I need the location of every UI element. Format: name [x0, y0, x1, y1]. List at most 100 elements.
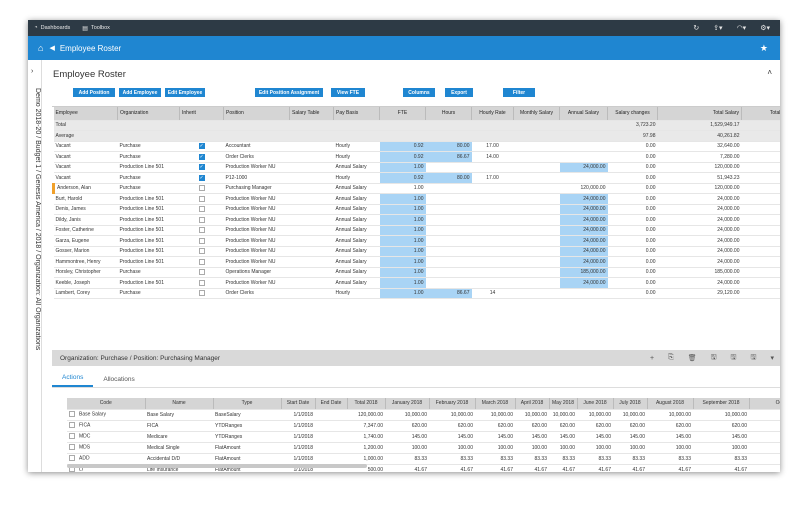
cell-org[interactable]: Purchase [117, 288, 180, 299]
cell-org[interactable]: Production Line 501 [117, 214, 180, 226]
cell-total[interactable]: 24,000.00 [657, 193, 742, 205]
cell-org[interactable]: Production Line 501 [117, 235, 180, 247]
cell-rate[interactable]: 17.00 [471, 141, 514, 152]
cell-employee[interactable]: Dildy, Janis [53, 214, 118, 226]
column-header[interactable]: Monthly Salary [513, 107, 560, 121]
cell-position[interactable]: Operations Manager [223, 267, 290, 278]
cell-month[interactable]: 10,000.00 [549, 409, 577, 421]
cell-pay[interactable]: Annual Salary [333, 183, 380, 194]
inherit-checkbox[interactable] [179, 204, 224, 215]
cell-hours[interactable] [425, 193, 472, 205]
cell-position[interactable]: Purchasing Manager [223, 183, 290, 194]
grid-cell[interactable] [741, 172, 780, 184]
table-row[interactable]: Burt, Harold Production Line 501 Productio… [53, 193, 780, 205]
cell-pay[interactable]: Annual Salary [333, 267, 380, 278]
speed-icon[interactable]: ◠▾ [736, 25, 747, 32]
inherit-checkbox[interactable] [179, 235, 224, 247]
cell-org[interactable]: Production Line 501 [117, 277, 180, 289]
horizontal-scrollbar[interactable] [67, 464, 367, 468]
table-row[interactable]: Dildy, Janis Production Line 501 Productio… [53, 214, 780, 226]
share-icon[interactable]: ⇪▾ [713, 25, 723, 32]
cell-month[interactable]: 83.33 [693, 453, 749, 465]
checkbox-icon[interactable] [198, 206, 205, 213]
grid-cell[interactable] [289, 162, 334, 173]
column-header[interactable]: Position [223, 107, 290, 121]
inherit-checkbox[interactable] [179, 288, 224, 299]
cell-changes[interactable]: 0.00 [607, 172, 658, 184]
cell-total[interactable]: 120,000.00 [657, 183, 742, 194]
cell-annual[interactable] [559, 288, 608, 299]
cell-monthly[interactable] [513, 183, 560, 194]
cell-annual[interactable]: 24,000.00 [559, 225, 608, 236]
cell-changes[interactable]: 0.00 [607, 225, 658, 236]
grid-cell[interactable] [289, 267, 334, 278]
cell-hours[interactable]: 80.00 [425, 141, 472, 152]
cell-position[interactable]: Production Worker NU [223, 225, 290, 236]
cell-employee[interactable]: Horsley, Christopher [53, 267, 118, 278]
cell-end[interactable] [315, 431, 347, 443]
cell-org[interactable]: Production Line 501 [117, 204, 180, 215]
table-row[interactable]: Anderson, Alan Purchase Purchasing Manager… [52, 183, 780, 194]
cell-start[interactable]: 1/1/2018 [281, 442, 315, 454]
table-row[interactable]: Vacant Purchase ✓ Accountant Hourly 0.92 80.00… [53, 141, 780, 152]
cell-rate[interactable] [471, 225, 514, 236]
add-employee-button[interactable]: Add Employee [119, 88, 161, 97]
cell-month[interactable]: 41.67 [549, 464, 577, 472]
cell-fte[interactable]: 1.00 [379, 214, 426, 226]
cell-month[interactable]: 10 [749, 442, 780, 454]
cell-monthly[interactable] [513, 141, 560, 152]
checkbox-checked-icon[interactable]: ✓ [198, 153, 205, 160]
cell-fte[interactable]: 1.00 [379, 225, 426, 236]
cell-end[interactable] [315, 464, 347, 472]
cell-employee[interactable]: Gosser, Marion [53, 246, 118, 257]
cell-month[interactable]: 41.67 [429, 464, 475, 472]
cell-changes[interactable]: 0.00 [607, 141, 658, 152]
cell-month[interactable]: 145.00 [385, 431, 429, 443]
column-header[interactable]: Name [145, 398, 214, 410]
cell-rate[interactable] [471, 183, 514, 194]
cell-hours[interactable] [425, 214, 472, 226]
cell-changes[interactable]: 0.00 [607, 267, 658, 278]
cell-total[interactable]: 24,000.00 [657, 225, 742, 236]
column-header[interactable]: Inherit [179, 107, 224, 121]
column-header[interactable]: Total S [741, 107, 780, 121]
cell-month[interactable]: 10,000.00 [577, 409, 613, 421]
cell-rate[interactable] [471, 214, 514, 226]
refresh-icon[interactable]: ↻ [693, 25, 700, 32]
cell-code[interactable]: ADD [67, 453, 145, 465]
table-row[interactable]: Base Salary Base Salary BaseSalary 1/1/2018… [67, 409, 780, 421]
cell-total[interactable]: 32,640.00 [657, 141, 742, 152]
cell-month[interactable]: 620.00 [577, 420, 613, 432]
cell-fte[interactable]: 0.92 [379, 141, 426, 152]
cell-annual[interactable]: 24,000.00 [559, 204, 608, 215]
cell-rate[interactable] [471, 277, 514, 289]
cell-pay[interactable]: Hourly [333, 151, 380, 163]
cell-month[interactable]: 10,000.00 [647, 409, 693, 421]
cell-pay[interactable]: Annual Salary [333, 246, 380, 257]
cell-hours[interactable] [425, 277, 472, 289]
table-row[interactable]: Keeble, Joseph Production Line 501 Product… [53, 277, 780, 289]
grid-cell[interactable] [289, 151, 334, 163]
cell-month[interactable]: 100.00 [475, 442, 515, 454]
cell-monthly[interactable] [513, 225, 560, 236]
grid-cell[interactable] [289, 288, 334, 299]
cell-rate[interactable] [471, 162, 514, 173]
cell-hours[interactable]: 80.00 [425, 172, 472, 184]
cell-position[interactable]: P12-1000 [223, 172, 290, 184]
cell-total[interactable]: 7,280.00 [657, 151, 742, 163]
cell-pay[interactable]: Annual Salary [333, 277, 380, 289]
cell-employee[interactable]: Hammontree, Henry [53, 256, 118, 268]
back-arrow-icon[interactable]: ◀ [49, 45, 55, 52]
cell-hours[interactable]: 86.67 [425, 151, 472, 163]
table-row[interactable]: FICA FICA YTDRanges 1/1/2018 7,347.00 620.00 6… [67, 420, 780, 432]
column-header[interactable]: Organization [117, 107, 180, 121]
column-header[interactable]: Hours [425, 107, 472, 121]
tab-allocations[interactable]: Allocations [103, 376, 135, 383]
cell-employee[interactable]: Lambert, Corey [53, 288, 118, 299]
checkbox-checked-icon[interactable]: ✓ [198, 174, 205, 181]
cell-pay[interactable]: Annual Salary [333, 235, 380, 247]
cell-changes[interactable]: 0.00 [607, 256, 658, 268]
save-all-icon[interactable]: 🖫 [730, 353, 737, 361]
cell-changes[interactable]: 0.00 [607, 183, 658, 194]
column-header[interactable]: Employee [53, 107, 118, 121]
